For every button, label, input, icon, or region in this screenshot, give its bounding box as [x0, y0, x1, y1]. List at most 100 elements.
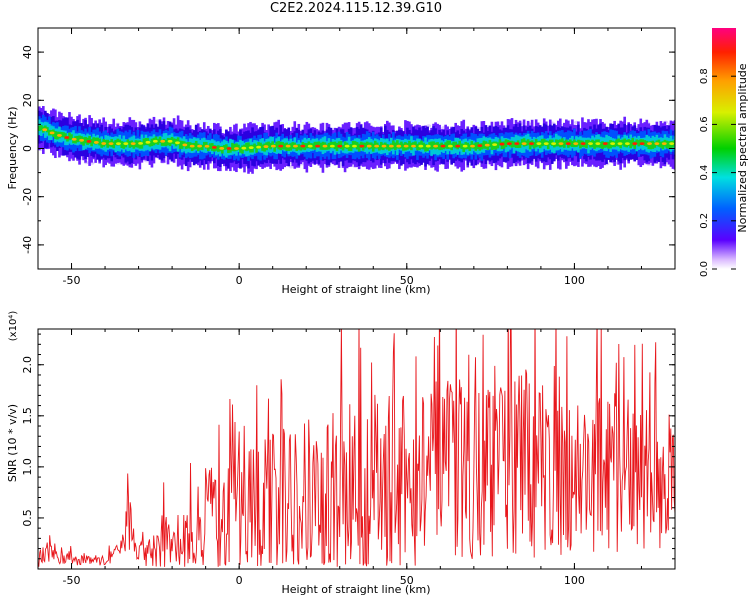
heatmap-y-tick-label: -20: [21, 188, 34, 206]
heatmap-cell: [241, 145, 244, 154]
heatmap-cell: [120, 141, 124, 149]
heatmap-cell: [269, 143, 272, 150]
heatmap-cell: [534, 139, 538, 148]
colorbar-tick-label: 0.2: [699, 213, 710, 229]
heatmap-cell: [142, 138, 146, 146]
snr-y-multiplier: (x10⁴): [8, 311, 19, 342]
heatmap-cell: [416, 143, 419, 151]
heatmap-cell: [247, 142, 250, 151]
heatmap-cell: [233, 143, 236, 152]
heatmap-cell: [92, 137, 95, 144]
heatmap-cell: [386, 144, 389, 150]
heatmap-cell: [474, 142, 478, 151]
heatmap-hotspot: [278, 144, 284, 148]
heatmap-cell: [565, 139, 568, 145]
heatmap-cell: [158, 136, 162, 143]
heatmap-cell: [540, 138, 544, 147]
heatmap-cell: [289, 143, 293, 151]
heatmap-cell: [645, 140, 649, 147]
heatmap-cell: [144, 137, 148, 145]
heatmap-cell: [126, 139, 130, 145]
heatmap-cell: [460, 143, 464, 150]
heatmap-hotspot: [521, 142, 527, 146]
heatmap-cell: [38, 125, 41, 131]
heatmap-cell: [202, 141, 206, 148]
heatmap-cell: [164, 139, 168, 147]
heatmap-cell: [426, 144, 429, 152]
heatmap-hotspot: [381, 144, 387, 148]
heatmap-cell: [462, 143, 466, 152]
heatmap-cell: [532, 141, 536, 149]
heatmap-cell: [452, 141, 455, 154]
heatmap-hotspot: [204, 144, 210, 148]
heatmap-cell: [267, 141, 270, 148]
heatmap-hotspot: [617, 142, 623, 146]
heatmap-cell: [365, 141, 369, 148]
heatmap-hotspot: [551, 142, 557, 146]
heatmap-hotspot: [536, 142, 542, 146]
heatmap-cell: [229, 138, 232, 155]
heatmap-cell: [273, 143, 276, 152]
heatmap-cell: [82, 137, 85, 146]
heatmap-cell: [84, 136, 87, 144]
colorbar-label: Normalized spectral amplitude: [736, 63, 749, 232]
heatmap-cell: [665, 140, 669, 149]
heatmap-cell: [277, 140, 280, 150]
heatmap-hotspot: [189, 144, 195, 148]
heatmap-hotspot: [152, 139, 158, 143]
heatmap-cell: [498, 139, 502, 146]
heatmap-cell: [206, 144, 210, 152]
heatmap-cell: [148, 140, 152, 147]
heatmap-cell: [96, 137, 99, 145]
heatmap-cell: [128, 140, 132, 148]
heatmap-hotspot: [610, 142, 616, 146]
snr-x-axis-label: Height of straight line (km): [281, 583, 430, 596]
colorbar-tick-label: 0.8: [699, 68, 710, 84]
heatmap-cell: [637, 140, 641, 147]
heatmap-hotspot: [543, 142, 549, 146]
heatmap-hotspot: [366, 144, 372, 148]
heatmap-cell: [333, 141, 337, 150]
heatmap-cell: [44, 125, 47, 131]
heatmap-cell: [229, 147, 232, 153]
heatmap-cell: [357, 143, 361, 152]
heatmap-hotspot: [108, 142, 114, 146]
colorbar-tick-label: 0.4: [699, 165, 710, 181]
heatmap-cell: [394, 142, 397, 151]
heatmap-hotspot: [49, 131, 55, 135]
heatmap-cell: [468, 144, 472, 151]
heatmap-hotspot: [447, 144, 453, 148]
heatmap-cell: [170, 136, 174, 144]
heatmap-cell: [317, 141, 321, 148]
snr-x-tick-label: 0: [236, 574, 243, 587]
heatmap-hotspot: [573, 142, 579, 146]
heatmap-cell: [478, 143, 482, 151]
heatmap-cell: [518, 142, 522, 148]
heatmap-cell: [172, 138, 176, 145]
heatmap-cell: [438, 143, 441, 151]
heatmap-cell: [231, 142, 234, 151]
heatmap-cell: [554, 139, 558, 147]
heatmap-cell: [132, 142, 136, 149]
heatmap-cell: [579, 140, 582, 149]
heatmap-hotspot: [219, 147, 225, 150]
heatmap-hotspot: [403, 144, 409, 148]
heatmap-cell: [186, 141, 190, 149]
heatmap-cell: [400, 141, 403, 149]
heatmap-cell: [94, 137, 97, 145]
heatmap-hotspot: [440, 144, 446, 148]
heatmap-cell: [466, 142, 470, 150]
heatmap-y-tick-label: -40: [21, 236, 34, 254]
heatmap-cell: [599, 142, 602, 148]
heatmap-hotspot: [565, 142, 571, 146]
heatmap-cell: [287, 144, 291, 152]
heatmap-cell: [48, 129, 51, 136]
heatmap-cell: [444, 142, 447, 149]
heatmap-hotspot: [580, 142, 586, 146]
heatmap-cell: [343, 141, 347, 149]
heatmap-cell: [315, 141, 319, 148]
heatmap-cell: [70, 134, 73, 140]
heatmap-cell: [88, 135, 91, 144]
heatmap-cell: [673, 139, 675, 146]
heatmap-cell: [134, 140, 138, 148]
